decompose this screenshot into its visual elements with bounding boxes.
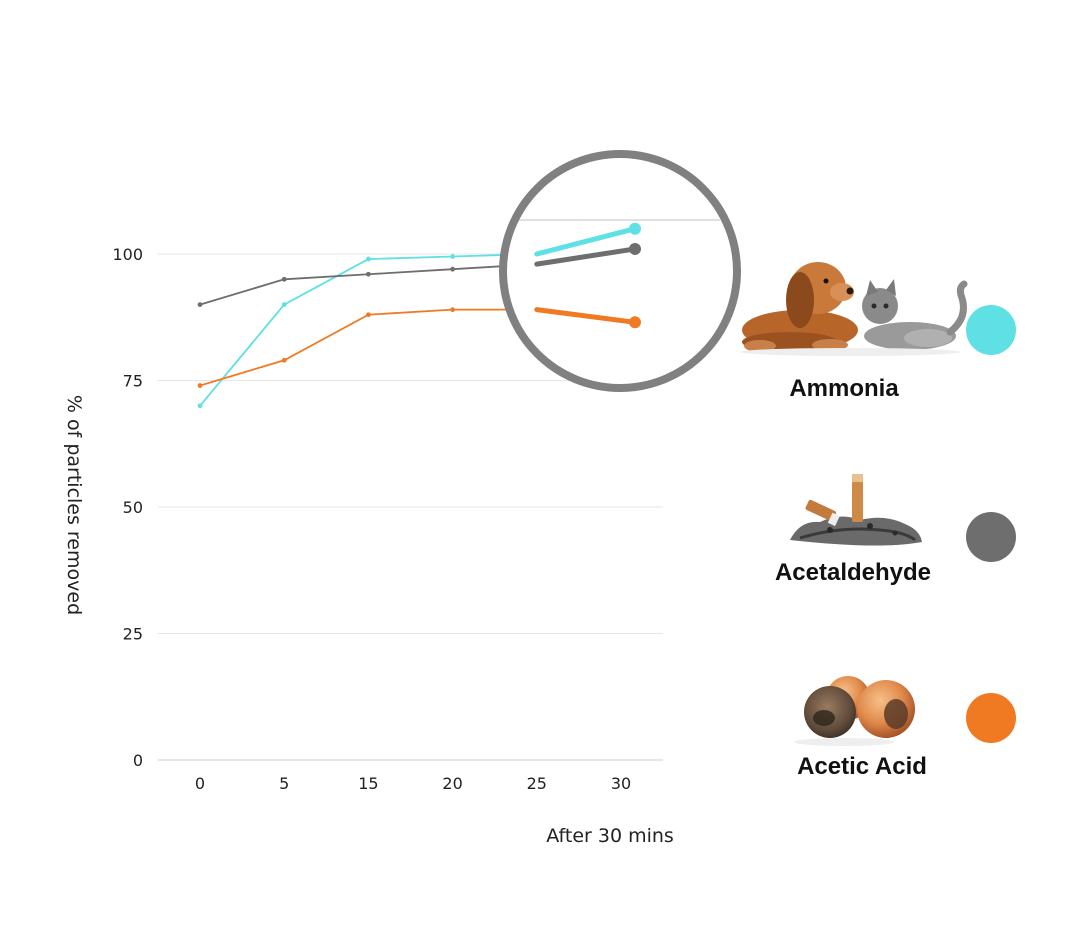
magnifier-background	[503, 154, 737, 388]
data-point-acetic-acid	[366, 312, 371, 318]
magnifier-lens	[499, 150, 741, 392]
magnified-series	[503, 219, 720, 329]
y-axis-ticks: 0 25 50 75 100	[112, 245, 143, 770]
data-point-acetaldehyde	[450, 266, 455, 272]
dog-and-cat-icon	[740, 262, 968, 356]
x-tick-label: 15	[358, 774, 378, 793]
legend: Ammonia Acetaldehyde Acetic Acid	[740, 262, 1016, 780]
magnified-point-ammonia	[629, 222, 641, 235]
x-tick-label: 5	[279, 774, 289, 793]
data-point-acetic-acid	[450, 307, 455, 313]
magnifier-ring	[499, 150, 741, 392]
series-line-ammonia	[199, 253, 537, 407]
x-tick-label: 25	[527, 774, 547, 793]
magnified-point-acetic-acid	[629, 316, 641, 329]
x-tick-label: 0	[195, 774, 205, 793]
y-axis-label: % of particles removed	[63, 395, 85, 615]
data-point-ammonia	[450, 254, 455, 259]
series-line-acetaldehyde	[199, 263, 537, 306]
data-point-acetaldehyde	[366, 271, 371, 277]
rotten-fruit-icon	[794, 676, 915, 746]
x-tick-label: 20	[442, 774, 462, 793]
x-axis-label: After 30 mins	[546, 825, 674, 847]
series-line-acetic-acid	[199, 308, 537, 387]
legend-marker-acetic-acid	[966, 693, 1016, 743]
legend-marker-ammonia	[966, 305, 1016, 355]
cigarette-ash-icon	[790, 474, 922, 546]
data-point-ammonia	[197, 403, 203, 409]
magnified-line-acetic-acid	[534, 307, 638, 325]
data-point-acetic-acid	[281, 357, 287, 363]
legend-label-acetaldehyde: Acetaldehyde	[775, 559, 931, 586]
legend-label-ammonia: Ammonia	[789, 375, 899, 402]
y-tick-label: 100	[112, 245, 143, 264]
data-point-ammonia	[366, 256, 371, 262]
data-point-acetaldehyde	[197, 302, 203, 307]
magnified-line-ammonia	[534, 226, 638, 257]
y-tick-label: 75	[123, 372, 143, 391]
y-tick-label: 50	[123, 498, 143, 517]
x-axis-ticks: 0 5 15 20 25 30	[195, 774, 631, 793]
magnified-point-acetaldehyde	[629, 242, 641, 255]
legend-label-acetic-acid: Acetic Acid	[797, 753, 927, 780]
data-point-ammonia	[281, 302, 287, 307]
y-tick-label: 0	[133, 751, 143, 770]
legend-marker-acetaldehyde	[966, 512, 1016, 562]
y-tick-label: 25	[123, 625, 143, 644]
x-tick-label: 30	[611, 774, 631, 793]
data-point-acetaldehyde	[281, 276, 287, 282]
series-lines	[197, 251, 540, 409]
magnified-line-acetaldehyde	[534, 246, 638, 267]
data-point-acetic-acid	[197, 383, 203, 388]
